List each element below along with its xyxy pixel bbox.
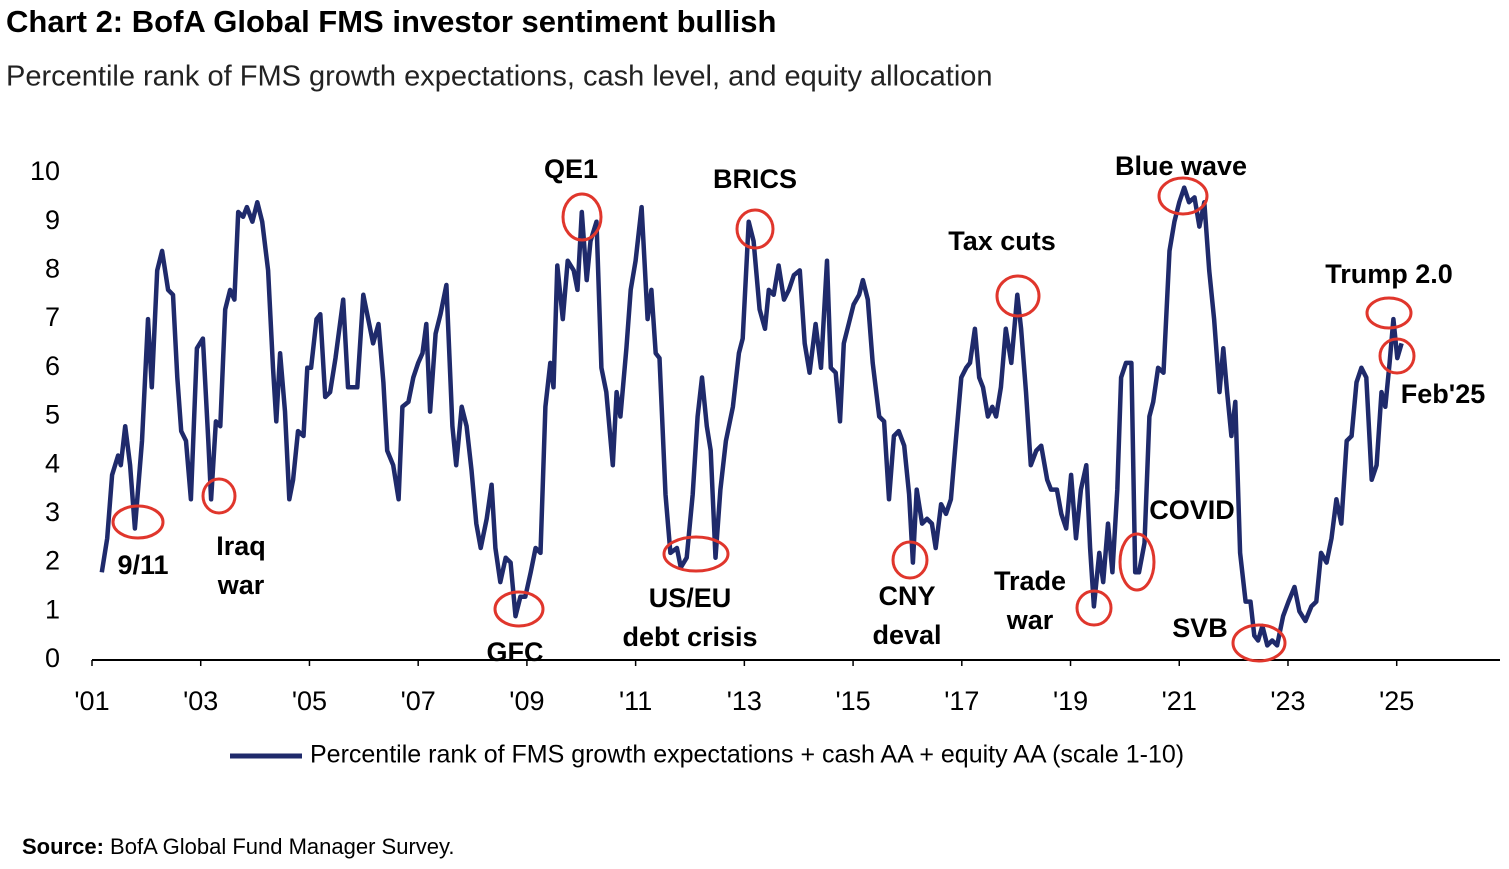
source: Source: BofA Global Fund Manager Survey. <box>22 834 455 859</box>
annotation: debt crisis <box>622 622 757 652</box>
x-tick-label: '15 <box>835 686 870 716</box>
annotation: Trade <box>994 566 1066 596</box>
annotation-circle <box>111 504 165 540</box>
annotation-circle <box>1157 176 1209 216</box>
chart-subtitle: Percentile rank of FMS growth expectatio… <box>6 61 993 93</box>
annotation: war <box>1006 605 1054 635</box>
series-line <box>99 185 1404 648</box>
annotation-circle <box>735 208 775 250</box>
source-label: Source: <box>22 834 104 859</box>
y-tick-label: 9 <box>45 205 60 235</box>
chart-title: Chart 2: BofA Global FMS investor sentim… <box>6 4 776 39</box>
annotation-circle <box>561 192 603 242</box>
x-tick-label: '23 <box>1270 686 1305 716</box>
x-tick-label: '17 <box>944 686 979 716</box>
x-tick-label: '03 <box>183 686 218 716</box>
annotation: GFC <box>487 637 544 667</box>
annotation-circle <box>1365 296 1413 330</box>
y-tick-label: 6 <box>45 351 60 381</box>
y-tick-label: 2 <box>45 546 60 576</box>
legend-label: Percentile rank of FMS growth expectatio… <box>310 741 1184 769</box>
x-tick-label: '21 <box>1162 686 1197 716</box>
x-tick-label: '11 <box>619 686 652 716</box>
x-tick-label: '13 <box>727 686 762 716</box>
x-tick-label: '09 <box>509 686 544 716</box>
x-tick-label: '01 <box>74 686 109 716</box>
annotation: COVID <box>1149 495 1235 525</box>
annotation: Tax cuts <box>948 226 1056 256</box>
annotation-circle <box>891 540 929 580</box>
y-tick-label: 8 <box>45 254 60 284</box>
annotation-circle <box>1075 589 1113 627</box>
annotation: deval <box>872 620 941 650</box>
x-tick-label: '19 <box>1053 686 1088 716</box>
annotation: Iraq <box>216 531 266 561</box>
y-tick-label: 5 <box>45 400 60 430</box>
source-text: BofA Global Fund Manager Survey. <box>110 834 454 859</box>
annotation: BRICS <box>713 164 797 194</box>
annotation-circle <box>662 535 730 573</box>
y-tick-label: 7 <box>45 302 60 332</box>
annotation: QE1 <box>544 154 598 184</box>
y-tick-label: 0 <box>45 643 60 673</box>
annotation-circle <box>493 590 545 628</box>
annotation: Blue wave <box>1115 151 1247 181</box>
annotation: 9/11 <box>117 550 168 580</box>
y-tick-label: 3 <box>45 497 60 527</box>
x-tick-label: '25 <box>1379 686 1414 716</box>
annotation-circle <box>201 477 237 515</box>
annotation-circle <box>1231 623 1287 663</box>
annotation: SVB <box>1172 613 1228 643</box>
annotation-circle <box>1378 337 1416 375</box>
annotation-circle <box>995 274 1041 318</box>
annotation: Feb'25 <box>1401 379 1485 409</box>
annotation-circle <box>1118 532 1156 592</box>
y-tick-label: 10 <box>30 156 60 186</box>
annotation: Trump 2.0 <box>1325 259 1453 289</box>
annotation: US/EU <box>649 583 732 613</box>
annotation: war <box>217 570 265 600</box>
x-tick-label: '05 <box>292 686 327 716</box>
y-tick-label: 1 <box>45 594 60 624</box>
y-tick-label: 4 <box>45 448 60 478</box>
x-tick-label: '07 <box>401 686 436 716</box>
annotation: CNY <box>878 581 935 611</box>
